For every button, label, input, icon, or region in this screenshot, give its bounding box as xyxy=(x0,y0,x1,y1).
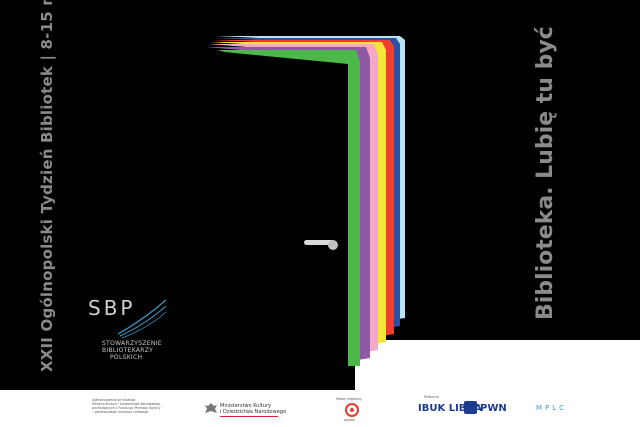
sbp-swoosh-icon xyxy=(117,299,167,339)
vertical-event-title: XXII Ogólnopolski Tydzień Bibliotek | 8-… xyxy=(38,0,68,372)
footer-sponsors xyxy=(0,390,640,427)
vertical-slogan: Biblioteka. Lubię tu być xyxy=(533,20,573,320)
media-patron-name: wprost xyxy=(344,418,355,422)
sbp-logo-name: STOWARZYSZENIE BIBLIOTEKARZY POLSKICH xyxy=(102,340,162,361)
ministry-name: Ministerstwo Kultury i Dziedzictwa Narod… xyxy=(220,403,286,415)
mplc-logo: MPLC xyxy=(536,404,568,412)
sbp-logo-letters: SBP xyxy=(88,296,136,320)
ibuk-libra-logo: IBUK LIBRA xyxy=(418,403,482,414)
event-title-text: XXII Ogólnopolski Tydzień Bibliotek | 8-… xyxy=(38,0,56,372)
pwn-logo-text: PWN xyxy=(480,403,507,414)
ministry-underline xyxy=(220,416,278,417)
media-patron-logo-icon xyxy=(345,403,359,417)
pwn-logo-icon xyxy=(464,401,477,414)
slogan-text: Biblioteka. Lubię tu być xyxy=(533,26,558,320)
eagle-emblem-icon xyxy=(205,403,217,413)
door-knob-icon xyxy=(328,240,338,250)
patronage-text: Dofinansowano ze środków Ministra Kultur… xyxy=(92,398,161,414)
door-panel xyxy=(200,46,348,372)
door-handle-icon xyxy=(304,240,334,245)
partners-label: Partnerzy xyxy=(424,395,440,399)
media-patron-label: Patron medialny xyxy=(336,397,362,401)
